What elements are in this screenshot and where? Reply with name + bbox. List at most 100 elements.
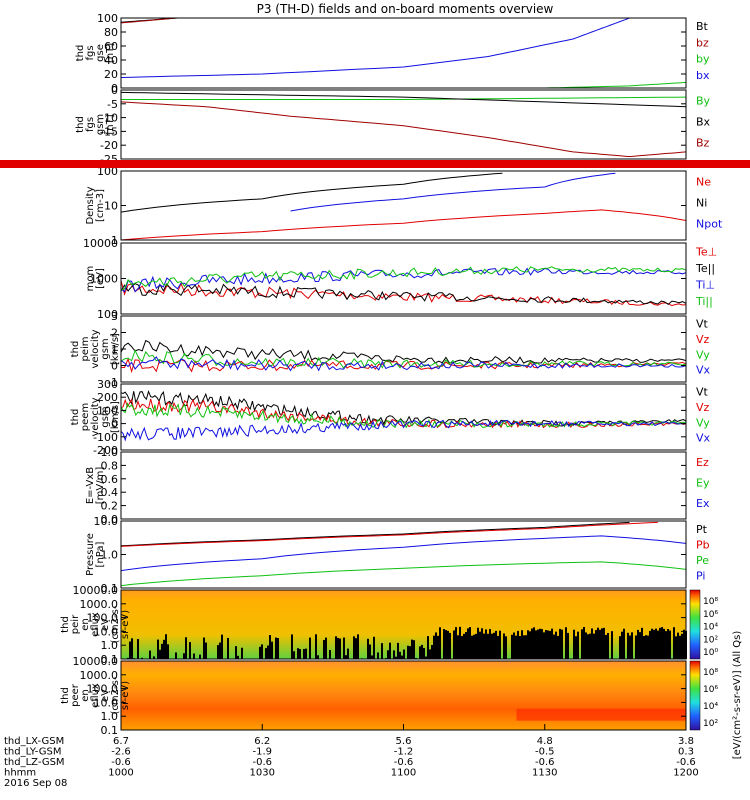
heatmap-dropout	[485, 629, 487, 659]
heatmap-dropout	[461, 636, 463, 659]
series-p3-line	[290, 172, 616, 212]
y-tick-label: -1	[107, 376, 118, 389]
heatmap-dropout	[271, 641, 273, 659]
heatmap-dropout	[323, 640, 325, 659]
panel-p5: -1 0 1 2 3 thd peim velocity gsm [km/s] Vt Vz Vy Vx	[70, 310, 711, 389]
legend-Vt: Vt	[696, 318, 709, 331]
y-tick-label: -10	[100, 112, 118, 125]
legend-Ne: Ne	[696, 175, 711, 188]
panel-frame	[120, 17, 687, 89]
heatmap-dropout	[583, 626, 585, 659]
legend-Te||: Te||	[695, 262, 715, 275]
y-axis-label: eflux	[90, 683, 101, 708]
heatmap-dropout	[269, 635, 271, 659]
heatmap-dropout	[517, 630, 519, 659]
heatmap-dropout	[403, 649, 405, 659]
heatmap-dropout	[595, 630, 597, 659]
heatmap-dropout	[533, 627, 535, 659]
heatmap-dropout	[593, 633, 595, 659]
y-axis-label: thd	[60, 687, 71, 704]
y-tick-label: 100	[97, 165, 118, 178]
y-axis-label: sr-eV)	[120, 610, 131, 639]
y-tick-label: 0.1	[101, 582, 119, 595]
heatmap-band	[516, 708, 686, 721]
heatmap-dropout	[457, 635, 459, 659]
y-tick-label: 1000.0	[80, 598, 119, 611]
x-tick-label: 1000	[108, 768, 133, 779]
y-tick-label: 10000	[83, 237, 118, 250]
y-axis-label: gsm	[95, 114, 106, 135]
series-p8-line	[120, 521, 658, 547]
heatmap-dropout	[183, 653, 185, 659]
colorbar-tick-label: 10⁸	[703, 597, 718, 607]
heatmap-dropout	[337, 637, 339, 659]
y-axis-label: velocity	[90, 329, 101, 368]
y-tick-label: 0.1	[101, 724, 119, 737]
panel-frame	[120, 383, 687, 451]
x-tick-label: -1.2	[394, 747, 414, 758]
colorbar-fill	[689, 660, 701, 731]
heatmap-dropout	[647, 635, 649, 659]
y-axis-label: thd	[75, 116, 86, 133]
legend-By: By	[696, 94, 711, 107]
heatmap-dropout	[455, 627, 457, 659]
heatmap-dropout	[157, 639, 159, 659]
y-tick-label: -5	[107, 98, 118, 111]
legend-Bt: Bt	[696, 20, 709, 33]
legend-bx: bx	[696, 69, 710, 82]
y-axis-label: [km/s]	[110, 401, 121, 433]
heatmap-dropout	[637, 629, 639, 659]
heatmap-dropout	[221, 634, 223, 659]
heatmap-dropout	[465, 632, 467, 659]
x-tick-label: -0.6	[111, 757, 131, 768]
heatmap-dropout	[577, 631, 579, 659]
colorbar-tick-label: 10²	[703, 635, 718, 645]
heatmap-dropout	[631, 632, 633, 659]
y-axis-label: [mV/m]	[95, 467, 106, 505]
heatmap-dropout	[175, 652, 177, 659]
legend-Ez: Ez	[696, 456, 709, 469]
legend-Vz: Vz	[696, 333, 710, 346]
heatmap-dropout	[521, 630, 523, 659]
y-tick-label: 100	[97, 12, 118, 25]
legend-Ex: Ex	[696, 497, 710, 510]
heatmap-dropout	[219, 642, 221, 659]
heatmap-dropout	[377, 652, 379, 659]
series-p1-line	[121, 81, 687, 89]
heatmap-dropout	[317, 655, 319, 659]
series-p1-line	[120, 17, 178, 24]
panel-p7: 0.00.20.40.60.81.0 E=-VxB [mV/m] Ez Ey Ex	[85, 446, 710, 526]
heatmap-dropout	[419, 646, 421, 659]
heatmap-dropout	[163, 639, 165, 659]
heatmap-dropout	[605, 634, 607, 659]
heatmap-dropout	[649, 630, 651, 659]
legend-Ni: Ni	[696, 196, 707, 209]
y-axis-label: sr-eV)	[120, 681, 131, 710]
heatmap-dropout	[395, 656, 397, 659]
heatmap-dropout	[587, 634, 589, 659]
heatmap-dropout	[489, 629, 491, 659]
y-tick-label: 0.1	[101, 653, 119, 666]
heatmap-dropout	[343, 637, 345, 659]
heatmap-dropout	[567, 632, 569, 659]
legend-Pb: Pb	[696, 538, 710, 551]
y-tick-label: 1.0	[101, 446, 119, 459]
heatmap-dropout	[425, 656, 427, 659]
heatmap-dropout	[373, 636, 375, 659]
y-axis-label: (cm2-s-	[110, 605, 121, 643]
heatmap-dropout	[335, 636, 337, 659]
heatmap-dropout	[267, 645, 269, 659]
y-axis-label: E=-VxB	[85, 467, 96, 504]
y-tick-label: 80	[104, 26, 118, 39]
heatmap-dropout	[655, 628, 657, 659]
heatmap-dropout	[437, 635, 439, 659]
heatmap-dropout	[635, 635, 637, 659]
panel-frame	[120, 589, 687, 660]
heatmap-dropout	[277, 638, 279, 659]
heatmap-dropout	[487, 633, 489, 659]
series-p4-line	[120, 280, 687, 307]
colorbar-tick-label: 10⁶	[703, 610, 718, 620]
heatmap-dropout	[535, 630, 537, 659]
